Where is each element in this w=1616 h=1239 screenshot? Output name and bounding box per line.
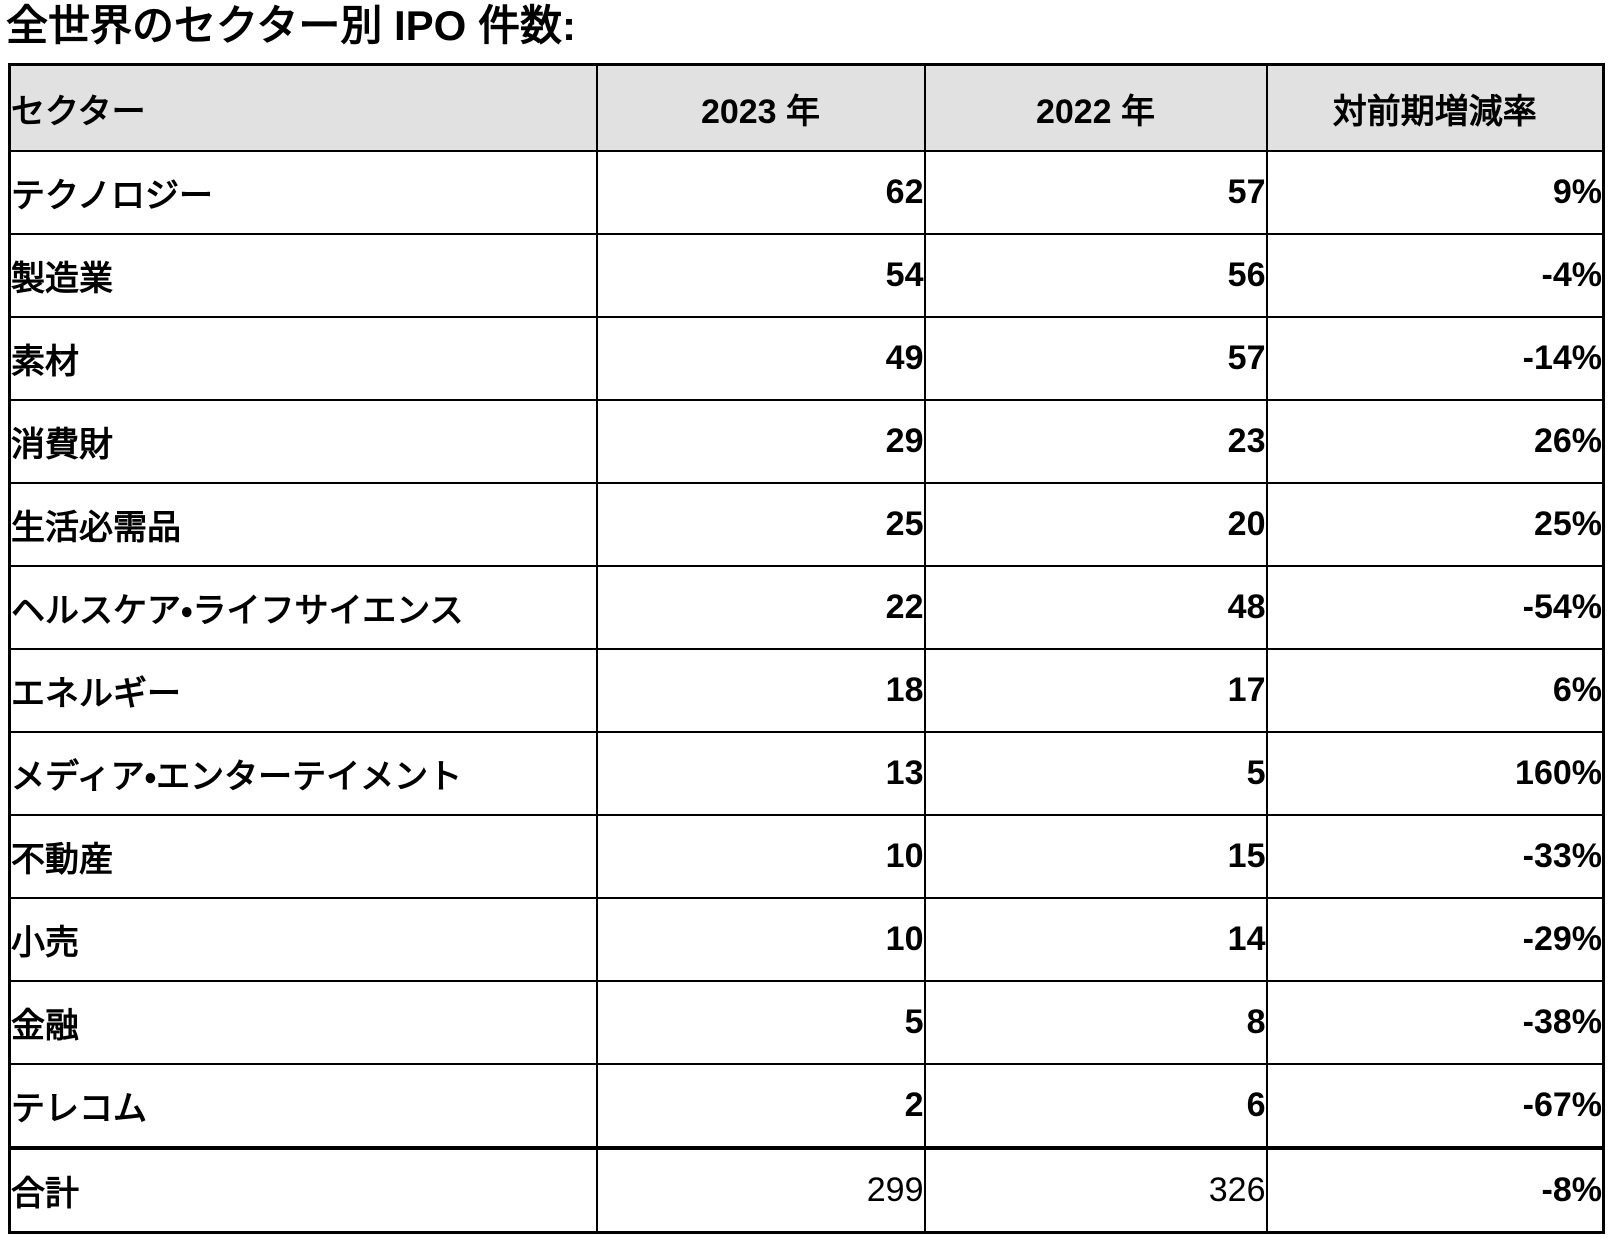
change-cell: 6% xyxy=(1265,648,1605,733)
y2023-cell: 299 xyxy=(595,1146,926,1234)
table-row: 金融 5 8 -38% xyxy=(8,980,1605,1065)
sector-cell: ヘルスケア・ライフサイエンス xyxy=(8,565,598,650)
y2022-cell: 56 xyxy=(923,233,1268,318)
sector-cell: 合計 xyxy=(8,1146,598,1234)
table-row: 合計 299 326 -8% xyxy=(8,1146,1605,1234)
ipo-sector-table: セクター 2023 年 2022 年 対前期増減率 テクノロジー 62 57 9… xyxy=(8,63,1605,1234)
y2022-cell: 8 xyxy=(923,980,1268,1065)
y2022-cell: 20 xyxy=(923,482,1268,567)
table-row: メディア・エンターテイメント 13 5 160% xyxy=(8,731,1605,816)
sector-cell: メディア・エンターテイメント xyxy=(8,731,598,816)
y2023-cell: 49 xyxy=(595,316,926,401)
change-cell: -54% xyxy=(1265,565,1605,650)
change-cell: 25% xyxy=(1265,482,1605,567)
y2022-cell: 57 xyxy=(923,316,1268,401)
y2023-cell: 13 xyxy=(595,731,926,816)
table-body: テクノロジー 62 57 9% 製造業 54 56 -4% 素材 49 57 -… xyxy=(8,150,1605,1234)
change-cell: -14% xyxy=(1265,316,1605,401)
table-row: 生活必需品 25 20 25% xyxy=(8,482,1605,567)
col-header-sector: セクター xyxy=(8,63,598,152)
header-row: セクター 2023 年 2022 年 対前期増減率 xyxy=(8,63,1605,152)
y2022-cell: 15 xyxy=(923,814,1268,899)
sector-cell: テレコム xyxy=(8,1063,598,1149)
change-cell: -29% xyxy=(1265,897,1605,982)
y2023-cell: 10 xyxy=(595,814,926,899)
sector-cell: 素材 xyxy=(8,316,598,401)
y2023-cell: 62 xyxy=(595,150,926,235)
table-row: 素材 49 57 -14% xyxy=(8,316,1605,401)
change-cell: -8% xyxy=(1265,1146,1605,1234)
change-cell: 9% xyxy=(1265,150,1605,235)
y2023-cell: 25 xyxy=(595,482,926,567)
y2023-cell: 29 xyxy=(595,399,926,484)
col-header-change: 対前期増減率 xyxy=(1265,63,1605,152)
table-row: 製造業 54 56 -4% xyxy=(8,233,1605,318)
table-header: セクター 2023 年 2022 年 対前期増減率 xyxy=(8,63,1605,152)
y2023-cell: 5 xyxy=(595,980,926,1065)
y2022-cell: 6 xyxy=(923,1063,1268,1149)
change-cell: -33% xyxy=(1265,814,1605,899)
col-header-2022: 2022 年 xyxy=(923,63,1268,152)
table-row: 消費財 29 23 26% xyxy=(8,399,1605,484)
y2023-cell: 54 xyxy=(595,233,926,318)
y2022-cell: 23 xyxy=(923,399,1268,484)
change-cell: 26% xyxy=(1265,399,1605,484)
change-cell: -4% xyxy=(1265,233,1605,318)
y2022-cell: 48 xyxy=(923,565,1268,650)
sector-cell: 製造業 xyxy=(8,233,598,318)
sector-cell: エネルギー xyxy=(8,648,598,733)
y2022-cell: 326 xyxy=(923,1146,1268,1234)
table-row: ヘルスケア・ライフサイエンス 22 48 -54% xyxy=(8,565,1605,650)
sector-cell: 小売 xyxy=(8,897,598,982)
y2023-cell: 22 xyxy=(595,565,926,650)
y2022-cell: 17 xyxy=(923,648,1268,733)
change-cell: -38% xyxy=(1265,980,1605,1065)
change-cell: -67% xyxy=(1265,1063,1605,1149)
table-row: テクノロジー 62 57 9% xyxy=(8,150,1605,235)
sector-cell: 生活必需品 xyxy=(8,482,598,567)
sector-cell: テクノロジー xyxy=(8,150,598,235)
y2023-cell: 10 xyxy=(595,897,926,982)
y2022-cell: 14 xyxy=(923,897,1268,982)
table-row: エネルギー 18 17 6% xyxy=(8,648,1605,733)
sector-cell: 不動産 xyxy=(8,814,598,899)
y2022-cell: 5 xyxy=(923,731,1268,816)
page-title: 全世界のセクター別 IPO 件数: xyxy=(6,2,576,49)
sector-cell: 金融 xyxy=(8,980,598,1065)
sector-cell: 消費財 xyxy=(8,399,598,484)
col-header-2023: 2023 年 xyxy=(595,63,926,152)
change-cell: 160% xyxy=(1265,731,1605,816)
table-row: テレコム 2 6 -67% xyxy=(8,1063,1605,1149)
y2023-cell: 2 xyxy=(595,1063,926,1149)
y2023-cell: 18 xyxy=(595,648,926,733)
table-row: 不動産 10 15 -33% xyxy=(8,814,1605,899)
y2022-cell: 57 xyxy=(923,150,1268,235)
table-row: 小売 10 14 -29% xyxy=(8,897,1605,982)
